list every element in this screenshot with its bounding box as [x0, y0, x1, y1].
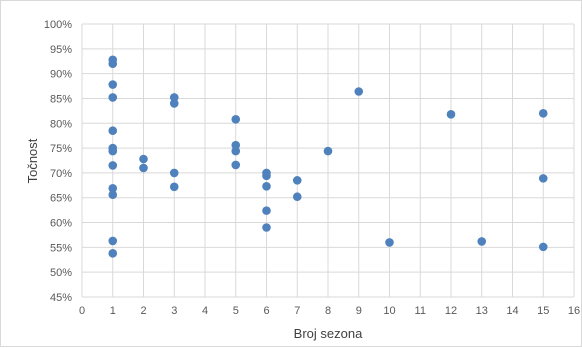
x-tick-label: 15	[537, 305, 549, 317]
data-point	[108, 80, 118, 89]
x-tick-label: 11	[415, 305, 426, 317]
data-point	[108, 59, 118, 69]
data-point	[262, 223, 271, 232]
y-tick-label: 65%	[50, 193, 72, 205]
x-tick-label: 1	[110, 305, 116, 317]
data-point	[292, 192, 302, 202]
y-tick-labels: 45% 50% 55% 60% 65% 70% 75% 80% 85% 90% 95% 100%	[44, 19, 72, 304]
data-point	[108, 249, 118, 258]
data-point	[477, 237, 487, 246]
x-tick-label: 5	[233, 305, 239, 317]
x-tick-label: 14	[506, 305, 518, 317]
x-tick-label: 8	[325, 305, 331, 317]
x-tick-label: 10	[383, 305, 395, 317]
data-point	[108, 190, 118, 200]
x-tick-label: 7	[294, 305, 300, 317]
x-tick-label: 13	[476, 305, 488, 317]
y-tick-label: 90%	[50, 69, 72, 81]
data-point	[446, 110, 456, 119]
data-point	[108, 161, 118, 170]
data-point	[538, 242, 548, 252]
x-tick-label: 2	[140, 305, 146, 317]
data-points	[108, 55, 548, 258]
data-point	[262, 171, 271, 181]
x-axis-title: Broj sezona	[294, 326, 363, 341]
data-point	[108, 126, 118, 136]
data-point	[108, 93, 118, 102]
x-tick-label: 0	[79, 305, 85, 317]
data-point	[108, 236, 118, 246]
data-point	[538, 174, 548, 183]
y-tick-label: 55%	[50, 242, 72, 254]
data-point	[538, 109, 548, 118]
x-tick-label: 6	[263, 305, 269, 317]
data-point	[139, 163, 148, 173]
x-tick-labels: 0 1 2 3 4 5 6 7 8 9 10 11 12 13 14 15 16	[79, 305, 580, 317]
y-tick-label: 75%	[50, 143, 72, 155]
x-tick-label: 12	[445, 305, 457, 317]
data-point	[354, 87, 364, 96]
y-tick-label: 100%	[44, 19, 72, 31]
y-tick-label: 45%	[50, 292, 72, 304]
data-point	[385, 238, 394, 247]
data-point	[231, 146, 241, 156]
x-tick-label: 4	[202, 305, 208, 317]
data-point	[169, 93, 179, 102]
data-point	[231, 140, 241, 150]
data-point	[262, 206, 271, 215]
data-point	[292, 176, 302, 185]
x-tick-label: 16	[568, 305, 580, 317]
data-point	[169, 99, 179, 108]
data-point	[108, 183, 118, 193]
data-point	[108, 146, 118, 156]
data-point	[323, 146, 333, 156]
data-point	[169, 182, 179, 192]
y-tick-label: 60%	[50, 218, 72, 230]
y-tick-label: 95%	[50, 44, 72, 56]
x-tick-label: 3	[171, 305, 177, 317]
data-point	[169, 168, 179, 178]
x-tick-label: 9	[356, 305, 362, 317]
y-axis-title: Točnost	[25, 138, 40, 183]
y-tick-label: 85%	[50, 93, 72, 105]
y-tick-label: 50%	[50, 267, 72, 279]
data-point	[231, 115, 241, 124]
grid-lines	[81, 23, 575, 298]
y-tick-label: 70%	[50, 168, 72, 180]
y-tick-label: 80%	[50, 118, 72, 130]
data-point	[139, 154, 148, 164]
data-point	[231, 160, 241, 170]
data-point	[262, 182, 271, 191]
